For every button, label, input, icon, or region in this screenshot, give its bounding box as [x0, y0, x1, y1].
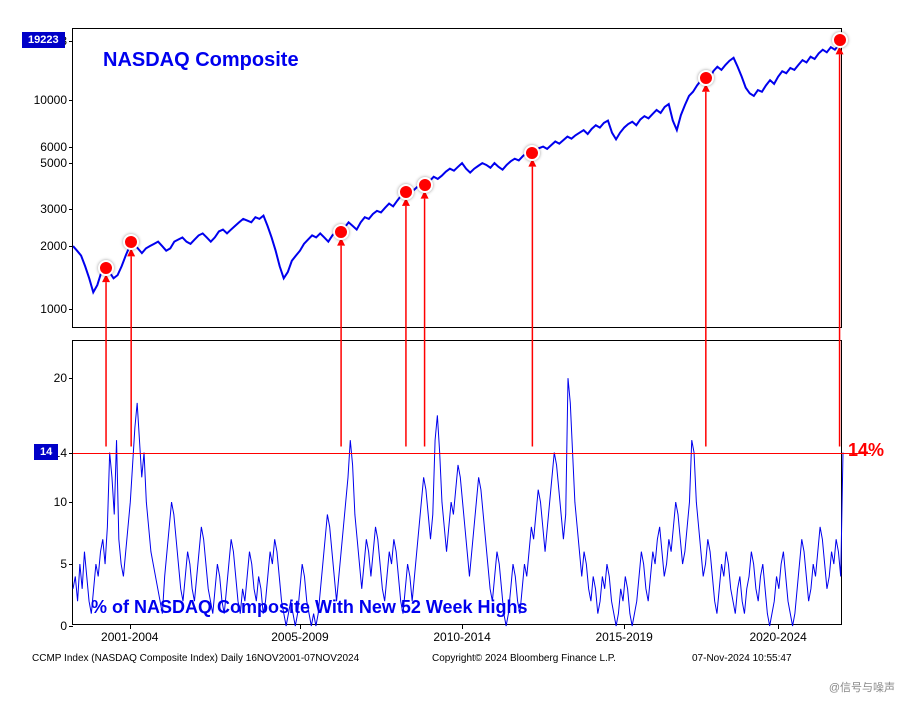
event-marker [123, 234, 139, 250]
footer-source: CCMP Index (NASDAQ Composite Index) Dail… [32, 653, 359, 664]
event-marker [333, 224, 349, 240]
current-price-badge: 19223 [22, 32, 65, 48]
threshold-label: 14% [848, 440, 884, 461]
event-marker [698, 70, 714, 86]
lower-chart-panel: % of NASDAQ Composite With New 52 Week H… [72, 340, 842, 625]
upper-chart-panel: NASDAQ Composite 10002000300050006000100… [72, 28, 842, 328]
threshold-line [73, 453, 871, 454]
event-marker [98, 260, 114, 276]
event-marker [417, 177, 433, 193]
upper-y-tick: 10000 [34, 93, 73, 107]
nasdaq-price-line [73, 29, 843, 329]
pct-52wk-high-line [73, 341, 843, 626]
event-marker [832, 32, 848, 48]
footer-timestamp: 07-Nov-2024 10:55:47 [692, 653, 792, 664]
lower-chart-title: % of NASDAQ Composite With New 52 Week H… [91, 597, 528, 618]
event-marker [524, 145, 540, 161]
threshold-badge: 14 [34, 444, 58, 460]
watermark: @信号与噪声 [829, 679, 895, 695]
event-marker [398, 184, 414, 200]
footer-copyright: Copyright© 2024 Bloomberg Finance L.P. [432, 653, 616, 664]
